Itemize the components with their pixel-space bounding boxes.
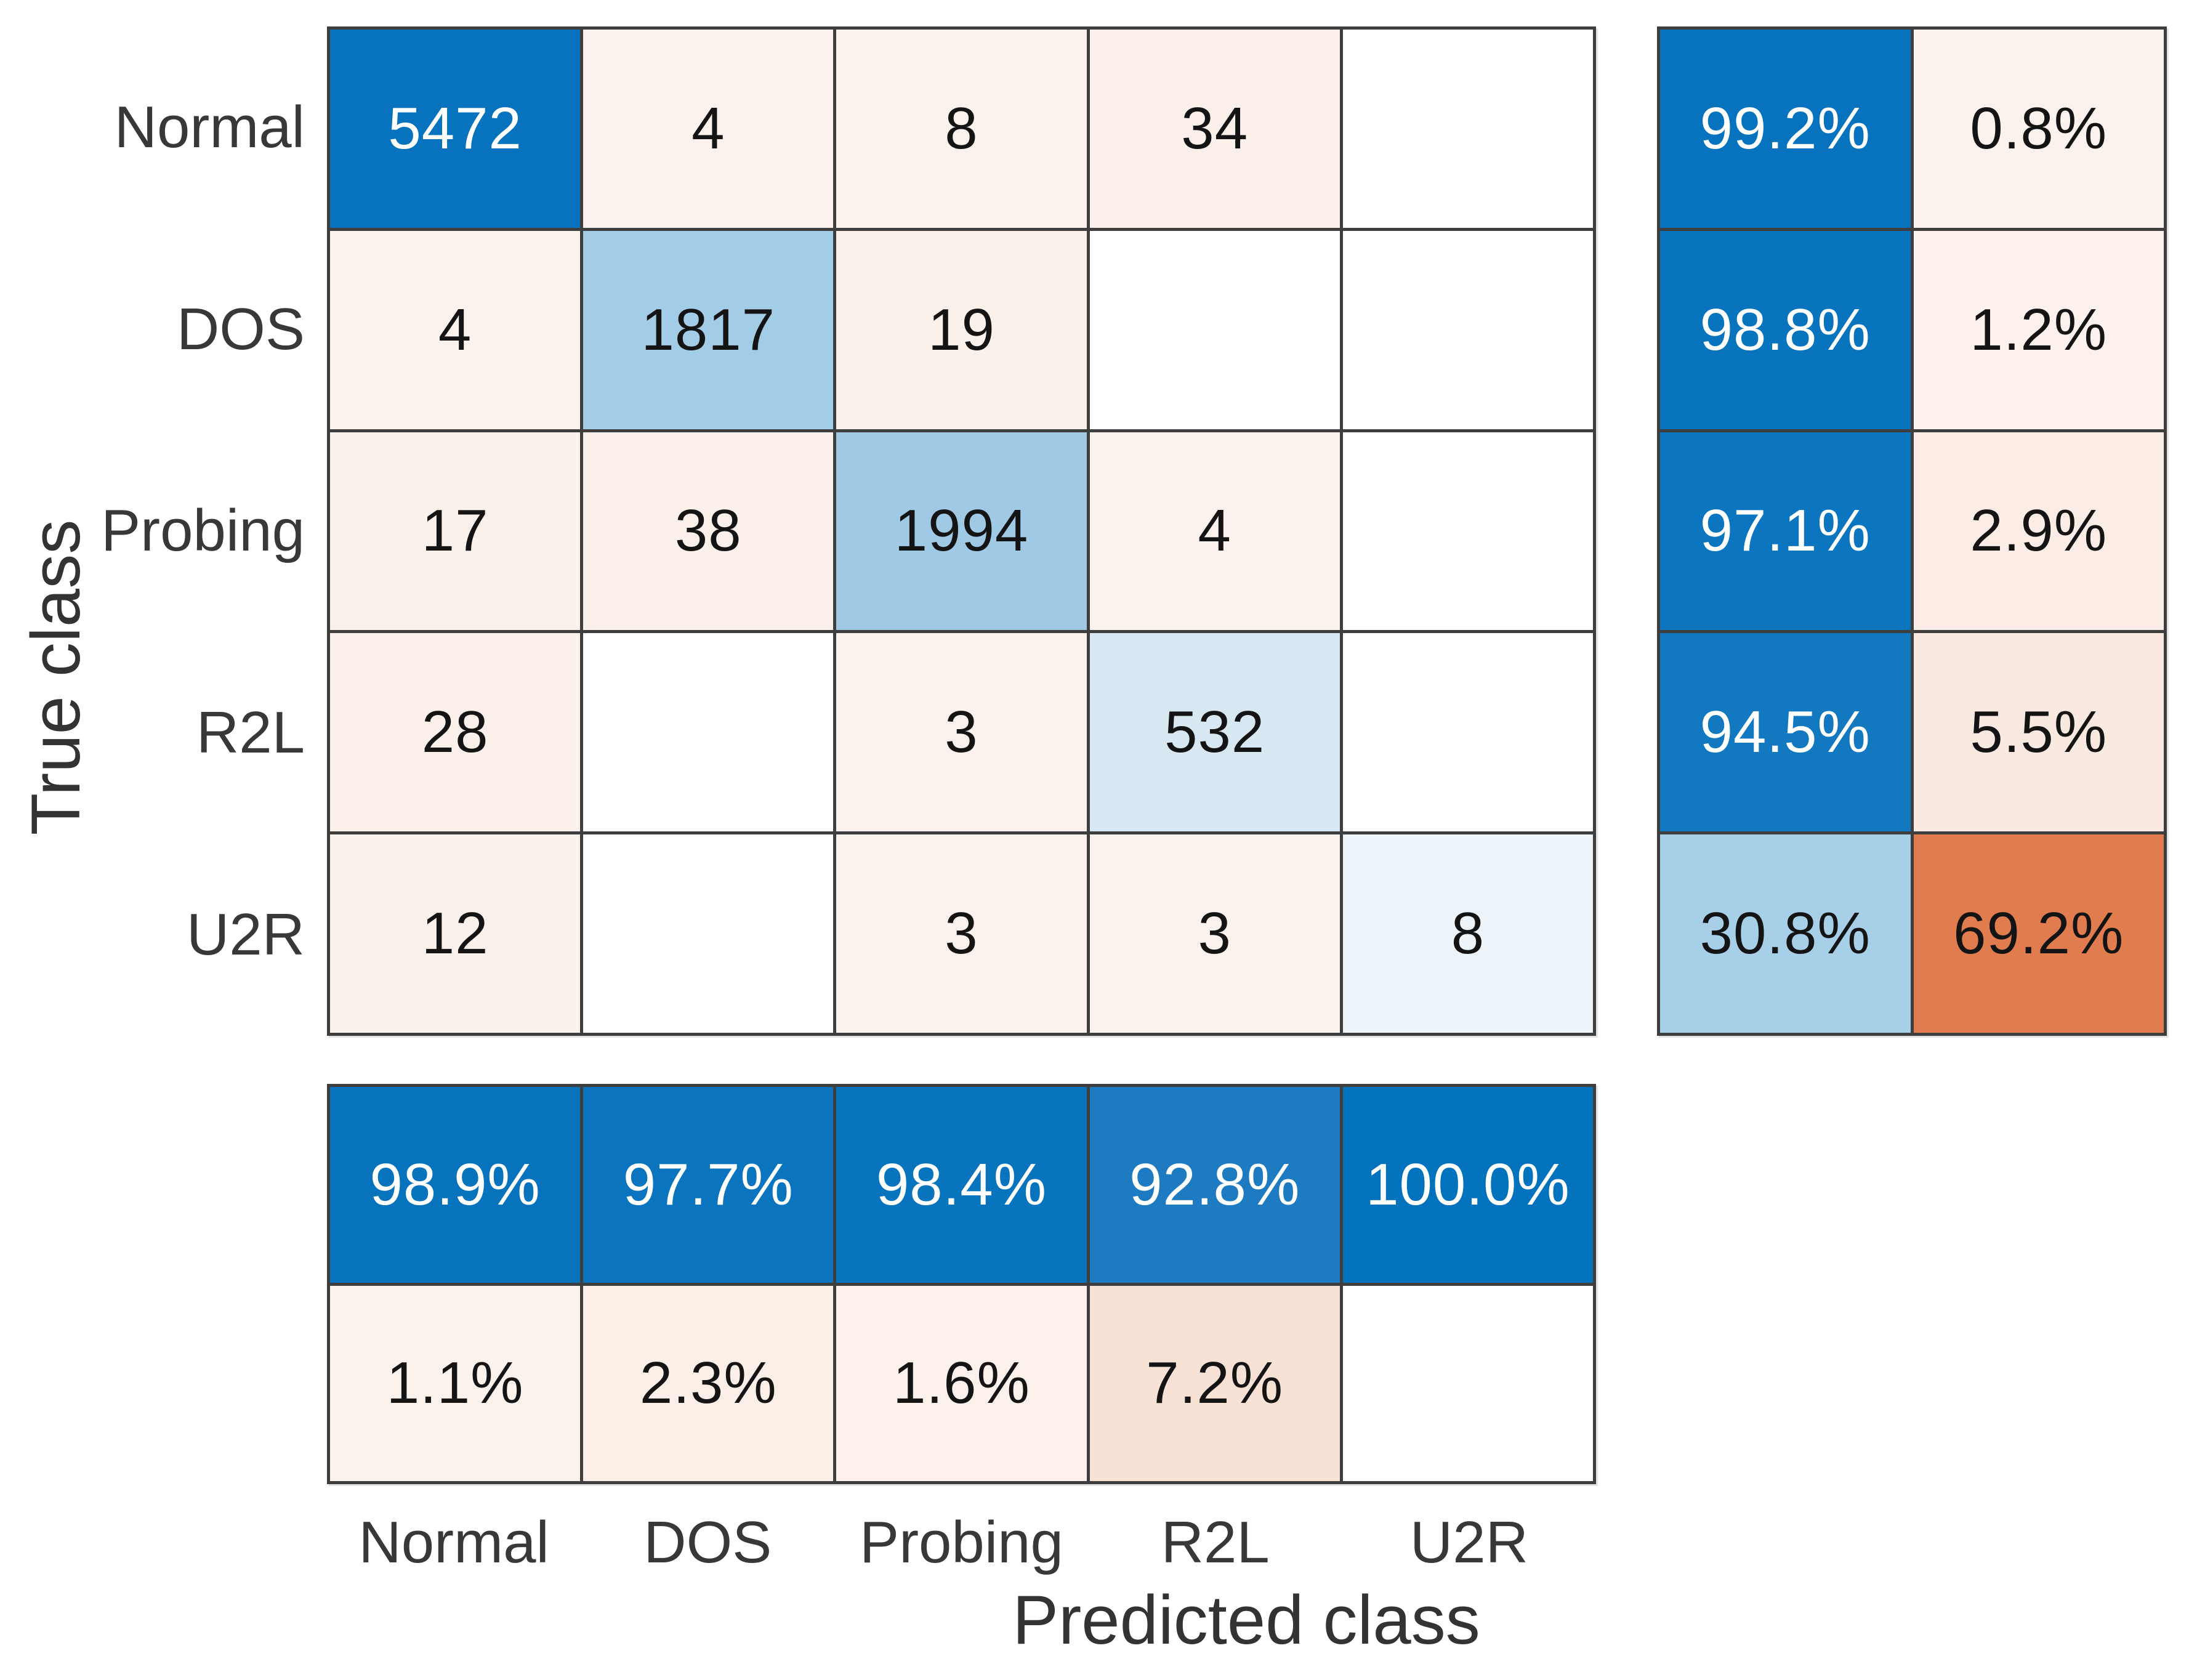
x-tick-label: DOS: [643, 1509, 772, 1575]
matrix-cell: 3: [1089, 834, 1340, 1033]
matrix-cell: 12: [330, 834, 581, 1033]
col-summary-cell: 2.3%: [583, 1285, 834, 1481]
matrix-cell: [583, 633, 834, 832]
matrix-cell: 4: [330, 230, 581, 429]
row-summary-cell: 98.8%: [1660, 230, 1911, 429]
matrix-cell: 532: [1089, 633, 1340, 832]
matrix-cell: 19: [836, 230, 1087, 429]
matrix-cell: 38: [583, 432, 834, 631]
matrix-cell: [1342, 30, 1593, 228]
y-tick-label: Normal: [114, 94, 305, 160]
x-tick-label: R2L: [1161, 1509, 1270, 1575]
y-tick-label: U2R: [186, 902, 305, 968]
y-tick-label: DOS: [176, 296, 305, 362]
matrix-cell: 34: [1089, 30, 1340, 228]
matrix-cell: [1089, 230, 1340, 429]
confusion-matrix-grid: 5472 4 8 34 4 1817 19 17 38 1994 4 28 3 532 12 3 3 8: [327, 26, 1596, 1036]
matrix-cell: [1342, 633, 1593, 832]
row-summary-cell: 0.8%: [1913, 30, 2164, 228]
matrix-cell: 17: [330, 432, 581, 631]
col-summary-cell: 97.7%: [583, 1087, 834, 1283]
matrix-cell: 28: [330, 633, 581, 832]
col-summary-cell: 92.8%: [1089, 1087, 1340, 1283]
row-summary-cell: 97.1%: [1660, 432, 1911, 631]
row-summary-cell: 69.2%: [1913, 834, 2164, 1033]
matrix-cell: 5472: [330, 30, 581, 228]
col-summary-cell: [1342, 1285, 1593, 1481]
matrix-cell: [1342, 432, 1593, 631]
x-axis-label: Predicted class: [1012, 1581, 1480, 1658]
row-summary-cell: 94.5%: [1660, 633, 1911, 832]
matrix-cell: [1342, 230, 1593, 429]
col-summary-cell: 1.6%: [836, 1285, 1087, 1481]
col-summary-cell: 98.4%: [836, 1087, 1087, 1283]
row-summary-cell: 30.8%: [1660, 834, 1911, 1033]
matrix-cell: 4: [1089, 432, 1340, 631]
col-summary-cell: 1.1%: [330, 1285, 581, 1481]
x-tick-label: U2R: [1409, 1509, 1528, 1575]
matrix-cell: 1994: [836, 432, 1087, 631]
matrix-cell: 3: [836, 633, 1087, 832]
x-tick-label: Normal: [358, 1509, 549, 1575]
matrix-cell: 8: [1342, 834, 1593, 1033]
row-summary-cell: 99.2%: [1660, 30, 1911, 228]
col-summary-cell: 100.0%: [1342, 1087, 1593, 1283]
row-summary-grid: 99.2% 0.8% 98.8% 1.2% 97.1% 2.9% 94.5% 5.5% 30.8…: [1657, 26, 2167, 1036]
matrix-cell: 8: [836, 30, 1087, 228]
row-summary-cell: 5.5%: [1913, 633, 2164, 832]
y-tick-label: R2L: [196, 700, 305, 766]
col-summary-cell: 98.9%: [330, 1087, 581, 1283]
y-tick-label: Probing: [101, 498, 305, 564]
row-summary-cell: 2.9%: [1913, 432, 2164, 631]
matrix-cell: 1817: [583, 230, 834, 429]
matrix-cell: 4: [583, 30, 834, 228]
column-summary-grid: 98.9% 97.7% 98.4% 92.8% 100.0% 1.1% 2.3% 1.6% 7.…: [327, 1084, 1596, 1484]
x-tick-label: Probing: [860, 1509, 1063, 1575]
matrix-cell: 3: [836, 834, 1087, 1033]
matrix-cell: [583, 834, 834, 1033]
row-summary-cell: 1.2%: [1913, 230, 2164, 429]
col-summary-cell: 7.2%: [1089, 1285, 1340, 1481]
